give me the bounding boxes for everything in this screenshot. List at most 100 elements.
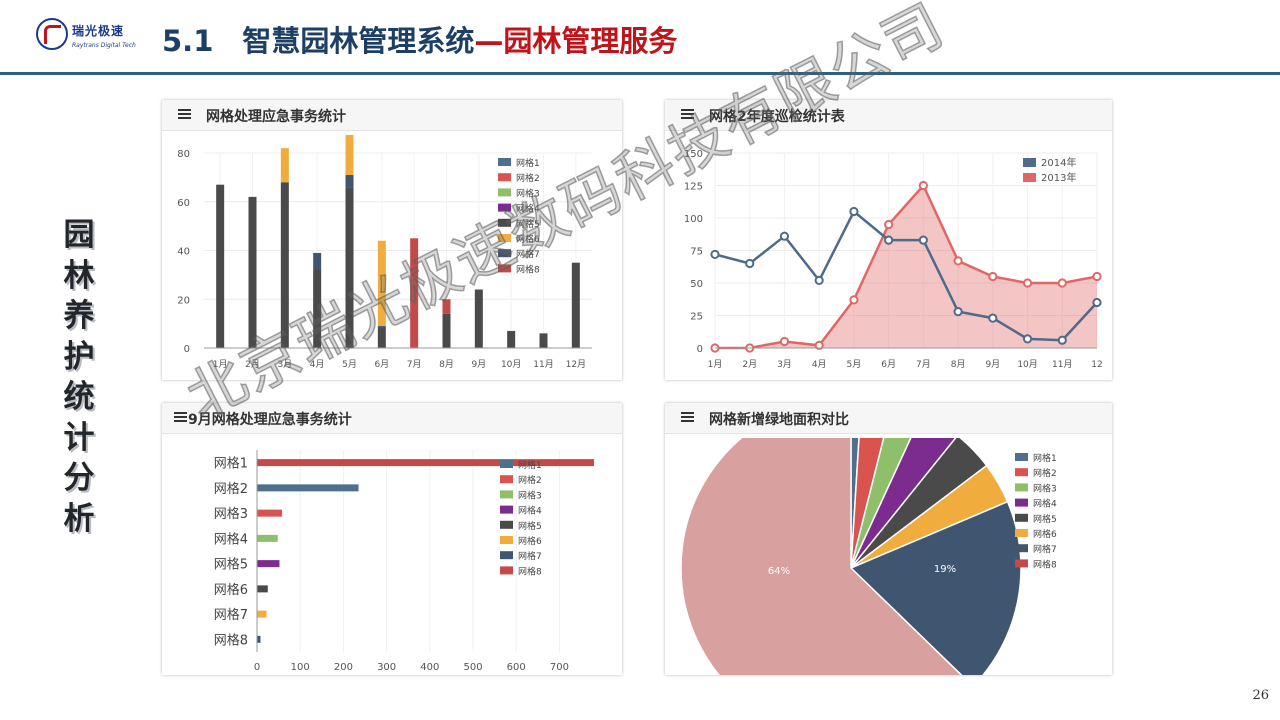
bar <box>216 184 225 348</box>
bar <box>345 174 354 188</box>
data-point <box>814 340 824 350</box>
data-point <box>1022 278 1033 288</box>
x-tick-label: 4月 <box>812 359 827 370</box>
side-title-char: 析 <box>63 500 95 537</box>
legend-label: 网格6 <box>1033 528 1057 540</box>
legend-swatch <box>500 490 513 499</box>
x-tick-label: 7月 <box>407 359 422 370</box>
x-tick-label: 9月 <box>985 359 1000 370</box>
x-tick-label: 8月 <box>439 359 454 370</box>
menu-icon[interactable] <box>174 412 187 422</box>
logo-english-text: Raytrans Digital Tech <box>72 42 136 49</box>
y-tick-label: 40 <box>177 247 190 258</box>
legend-swatch <box>1015 483 1028 492</box>
legend-label: 网格3 <box>1033 482 1057 494</box>
y-tick-label: 80 <box>177 149 190 160</box>
menu-icon[interactable] <box>178 109 191 119</box>
side-vertical-title: 园 林 养 护 统 计 分 析 <box>56 215 102 539</box>
bar <box>345 135 354 175</box>
bar <box>280 148 289 183</box>
legend-swatch <box>1015 513 1028 522</box>
y-tick-label: 150 <box>684 149 703 160</box>
legend-label: 网格5 <box>518 520 542 532</box>
bar <box>474 289 483 348</box>
legend-label: 网格1 <box>1033 452 1057 464</box>
legend-swatch <box>498 218 511 227</box>
x-tick-label: 3月 <box>777 359 792 370</box>
x-tick-label: 1月 <box>213 359 228 370</box>
legend-label: 网格6 <box>518 535 542 547</box>
panel-header: 网格2年度巡检统计表 <box>665 100 1112 131</box>
bar <box>377 240 386 327</box>
x-tick-label: 5月 <box>847 359 862 370</box>
legend-label: 网格1 <box>516 157 540 169</box>
legend-label: 网格5 <box>1033 513 1057 525</box>
data-point <box>1092 297 1102 308</box>
panel-patrol-line: 网格2年度巡检统计表 0 25 50 75 100 125 150 1月 2月 3月 4月 5月 6月 7… <box>665 100 1112 380</box>
pie-label: 64% <box>768 566 790 577</box>
x-tick-label: 7月 <box>916 359 931 370</box>
x-tick-label: 11月 <box>533 359 553 370</box>
y-tick-label: 网格7 <box>214 607 248 623</box>
x-tick-label: 100 <box>291 662 310 673</box>
panel-title: 9月网格处理应急事务统计 <box>188 412 352 428</box>
legend-label: 网格7 <box>518 550 542 562</box>
bar <box>248 196 257 348</box>
y-tick-label: 0 <box>184 344 190 355</box>
panel-title: 网格2年度巡检统计表 <box>709 109 845 125</box>
monthly-bar-chart: 0 20 40 60 80 1月 2月 3月 4月 5月 6月 7月 8月 9月 10月 11月 12月 网格1 网… <box>177 135 592 370</box>
legend-label: 网格2 <box>518 474 542 486</box>
legend-label: 网格8 <box>518 565 542 577</box>
bar <box>410 238 419 348</box>
legend-label: 网格8 <box>1033 558 1057 570</box>
bar <box>257 585 268 593</box>
slide-title: 5.1 智慧园林管理系统—园林管理服务 <box>162 18 677 60</box>
data-point <box>779 231 790 241</box>
x-tick-label: 5月 <box>342 359 357 370</box>
menu-icon[interactable] <box>681 109 694 119</box>
legend-swatch <box>1015 559 1028 568</box>
data-point <box>918 180 928 191</box>
legend-swatch <box>498 264 511 273</box>
data-point <box>814 275 824 285</box>
x-tick-label: 11月 <box>1052 359 1072 370</box>
x-tick-label: 500 <box>463 662 482 673</box>
series-line <box>714 209 1098 342</box>
x-tick-label: 10月 <box>501 359 521 370</box>
bar <box>571 262 580 348</box>
legend-label: 网格7 <box>516 248 540 260</box>
y-tick-label: 网格1 <box>214 456 248 472</box>
data-point <box>884 219 894 230</box>
x-tick-label: 0 <box>254 662 260 673</box>
x-tick-label: 6月 <box>374 359 389 370</box>
menu-icon[interactable] <box>681 412 694 422</box>
data-point <box>1057 278 1067 288</box>
legend-swatch <box>500 460 513 468</box>
bar <box>313 252 322 270</box>
bar <box>507 330 516 348</box>
bar <box>257 534 278 542</box>
data-point <box>988 313 998 323</box>
legend-label: 网格8 <box>516 263 540 275</box>
pie-slice <box>849 500 1022 675</box>
pie-slice <box>680 438 963 675</box>
data-point <box>710 249 720 260</box>
legend-swatch <box>1015 498 1028 507</box>
y-tick-label: 网格8 <box>214 632 248 648</box>
legend-label: 网格2 <box>1033 467 1057 479</box>
bar <box>257 560 280 568</box>
slide-title-main: 5.1 智慧园林管理系统 <box>162 24 475 58</box>
panel-sept-hbar: 9月网格处理应急事务统计 0 100 200 300 400 500 600 700 网格1 网格… <box>162 403 622 675</box>
x-tick-label: 1月 <box>708 359 723 370</box>
data-point <box>849 295 859 305</box>
data-point <box>1022 334 1033 344</box>
legend-swatch <box>498 173 511 182</box>
y-tick-label: 网格3 <box>214 506 248 522</box>
legend-swatch <box>498 249 511 258</box>
bar <box>257 610 267 618</box>
legend-label: 网格2 <box>516 172 540 184</box>
x-tick-label: 12月 <box>566 359 586 370</box>
y-tick-label: 125 <box>684 182 703 193</box>
bar <box>442 313 451 348</box>
data-point <box>884 235 894 245</box>
